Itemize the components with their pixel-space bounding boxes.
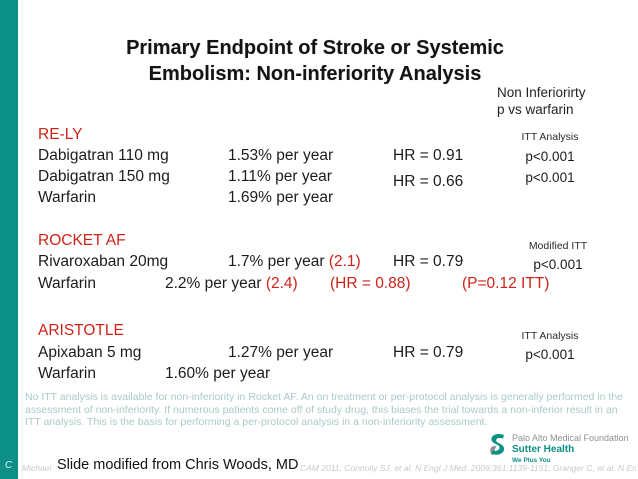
rely-row1-hr: HR = 0.91 bbox=[393, 147, 464, 164]
rocket-row2-rate-paren: (2.4) bbox=[265, 275, 298, 292]
logo-org-text: Palo Alto Medical Foundation bbox=[512, 433, 629, 443]
rocket-row1-rate: 1.7% per year (2.1) bbox=[228, 253, 361, 271]
note-line-2: p vs warfarin bbox=[497, 102, 574, 117]
rely-row2-rate: 1.11% per year bbox=[228, 168, 332, 185]
rely-row1-drug: Dabigatran 110 mg bbox=[38, 147, 169, 164]
rocket-row2-rate-text: 2.2% per year bbox=[165, 275, 262, 292]
rocket-row1-rate-paren: (2.1) bbox=[328, 253, 361, 270]
rely-analysis-label: ITT Analysis bbox=[521, 131, 579, 143]
sutter-health-logo-icon bbox=[487, 433, 507, 462]
non-inferiority-note: Non Inferiorirty p vs warfarin bbox=[497, 84, 586, 118]
logo-tagline-text: We Plus You bbox=[512, 457, 551, 464]
trial-name-rely: RE-LY bbox=[38, 126, 83, 143]
aristotle-row2-drug: Warfarin bbox=[38, 365, 96, 382]
rely-row3-rate: 1.69% per year bbox=[228, 189, 334, 206]
trial-name-aristotle: ARISTOTLE bbox=[38, 322, 124, 339]
note-line-1: Non Inferiorirty bbox=[497, 85, 586, 100]
rely-row3-drug: Warfarin bbox=[38, 189, 96, 206]
rocket-analysis-label: Modified ITT bbox=[528, 240, 588, 252]
logo-brand-text: Sutter Health bbox=[512, 444, 575, 455]
rocket-row1-pvalue: p<0.001 bbox=[533, 257, 583, 272]
left-accent-bar bbox=[0, 0, 18, 479]
trial-name-rocket-af: ROCKET AF bbox=[38, 232, 126, 249]
rocket-row1-drug: Rivaroxaban 20mg bbox=[38, 253, 169, 270]
title-line-1: Primary Endpoint of Stroke or Systemic bbox=[126, 37, 504, 60]
rely-row2-drug: Dabigatran 150 mg bbox=[38, 168, 170, 185]
footnote-paragraph: No ITT analysis is available for non-inf… bbox=[25, 391, 624, 428]
slide-title: Primary Endpoint of Stroke or Systemic Em… bbox=[60, 35, 570, 87]
aristotle-row1-rate: 1.27% per year bbox=[228, 344, 334, 361]
rocket-row2-drug: Warfarin bbox=[38, 275, 96, 292]
rely-row2-pvalue: p<0.001 bbox=[525, 170, 575, 185]
aristotle-row1-drug: Apixaban 5 mg bbox=[38, 344, 142, 361]
aristotle-row2-rate: 1.60% per year bbox=[165, 365, 271, 382]
aristotle-row1-pvalue: p<0.001 bbox=[525, 347, 575, 362]
rely-row2-hr: HR = 0.66 bbox=[393, 173, 464, 190]
rocket-row2-p-paren: (P=0.12 ITT) bbox=[462, 275, 550, 292]
citation-prefix: Michael bbox=[22, 463, 52, 473]
copyright-mark: C bbox=[5, 460, 13, 471]
rely-row1-pvalue: p<0.001 bbox=[525, 149, 575, 164]
rocket-row2-rate: 2.2% per year (2.4) bbox=[165, 275, 298, 293]
sutter-health-logo: Palo Alto Medical Foundation Sutter Heal… bbox=[487, 433, 637, 465]
citation-line: CAM 2011; Connolly SJ, et al. N Engl J M… bbox=[300, 463, 636, 473]
rely-row1-rate: 1.53% per year bbox=[228, 147, 334, 164]
title-line-2: Embolism: Non-inferiority Analysis bbox=[148, 63, 482, 86]
slide-credit: Slide modified from Chris Woods, MD bbox=[57, 457, 299, 473]
rocket-row1-hr: HR = 0.79 bbox=[393, 253, 464, 270]
rocket-row2-hr-paren: (HR = 0.88) bbox=[330, 275, 411, 292]
aristotle-analysis-label: ITT Analysis bbox=[521, 330, 579, 342]
rocket-row1-rate-text: 1.7% per year bbox=[228, 253, 325, 270]
aristotle-row1-hr: HR = 0.79 bbox=[393, 344, 464, 361]
